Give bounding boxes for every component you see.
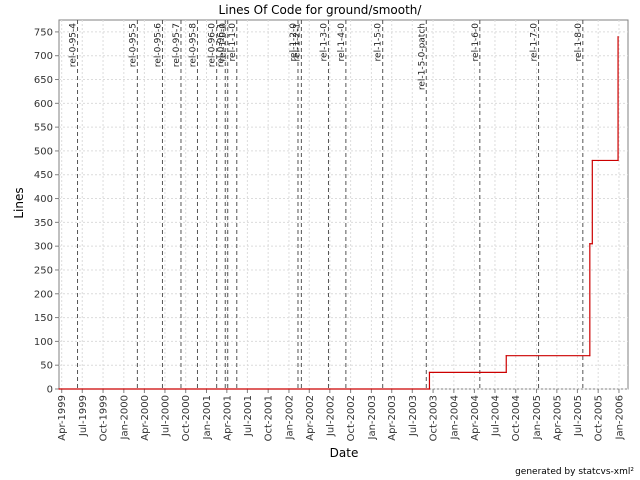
x-axis-label: Date xyxy=(330,446,359,460)
x-tick-label: Jul-2003 xyxy=(408,395,419,437)
x-tick-label: Jan-2000 xyxy=(119,395,130,440)
x-tick-label: Jul-2004 xyxy=(490,395,501,437)
x-tick-label: Jan-2002 xyxy=(284,395,295,440)
y-tick-label: 50 xyxy=(40,361,53,372)
release-marker-label: rel-0-95-5 xyxy=(128,23,138,67)
grid xyxy=(59,20,628,390)
x-tick-label: Jan-2003 xyxy=(367,395,378,440)
release-marker-label: rel-1-6-0 xyxy=(471,23,481,62)
y-tick-label: 250 xyxy=(34,265,53,276)
y-tick-label: 600 xyxy=(34,99,53,110)
y-tick-label: 400 xyxy=(34,194,53,205)
release-marker-label: rel-1-1-0 xyxy=(228,23,238,62)
loc-data-point xyxy=(505,371,507,373)
x-tick-label: Apr-2002 xyxy=(305,395,316,441)
x-tick-label: Oct-2002 xyxy=(346,395,357,441)
chart-title: Lines Of Code for ground/smooth/ xyxy=(219,3,423,17)
y-tick-label: 650 xyxy=(34,75,53,86)
series xyxy=(58,36,619,390)
y-tick-label: 450 xyxy=(34,170,53,181)
release-marker-label: rel-0-96-1 xyxy=(216,23,226,67)
release-marker-label: rel-1-4-0 xyxy=(337,23,347,62)
x-tick-label: Oct-2003 xyxy=(429,395,440,441)
release-marker-label: rel-1-2-0 xyxy=(289,23,299,62)
plot-area xyxy=(58,19,629,390)
release-marker-label: rel-1-3-0 xyxy=(319,23,329,62)
release-marker-label: rel-1-7-0 xyxy=(530,23,540,62)
loc-data-point xyxy=(58,388,60,390)
x-tick-label: Oct-2004 xyxy=(511,395,522,441)
x-tick-label: Jan-2005 xyxy=(532,395,543,440)
loc-data-point xyxy=(617,36,619,38)
x-tick-label: Jan-2006 xyxy=(614,395,625,440)
x-tick-label: Apr-2000 xyxy=(140,395,151,441)
generator-credit: generated by statcvs-xml² xyxy=(515,467,634,477)
loc-data-point xyxy=(591,159,593,162)
x-tick-label: Jul-2005 xyxy=(573,395,584,437)
x-tick-label: Jul-2001 xyxy=(243,395,254,437)
loc-data-point xyxy=(591,243,593,245)
x-axis: Apr-1999 Jul-1999 Oct-1999 Jan-2000 Apr-2000… xyxy=(57,389,625,441)
release-marker-label: rel-1-0-0 xyxy=(219,23,229,62)
loc-data-point xyxy=(589,355,591,357)
x-tick-label: Oct-1999 xyxy=(99,395,110,441)
release-marker-label: rel-0-95-7 xyxy=(172,23,182,67)
x-tick-label: Jul-1999 xyxy=(78,395,89,437)
loc-data-point xyxy=(505,355,507,357)
x-tick-label: Oct-2001 xyxy=(264,395,275,441)
release-marker-label: rel-0-95-4 xyxy=(69,23,79,67)
release-marker-label: rel-1-2-1 xyxy=(292,23,302,61)
release-marker-label: rel-0-95-6 xyxy=(153,23,163,67)
loc-data-point xyxy=(617,159,619,162)
release-marker-label: rel-1-8-0 xyxy=(574,23,584,62)
y-tick-label: 550 xyxy=(34,123,53,134)
x-tick-label: Oct-2000 xyxy=(181,395,192,441)
x-tick-label: Apr-1999 xyxy=(57,395,68,441)
release-marker-label: rel-1-5-0 xyxy=(374,23,384,62)
x-tick-label: Jan-2001 xyxy=(202,395,213,440)
x-tick-label: Apr-2005 xyxy=(552,395,563,441)
x-tick-label: Oct-2005 xyxy=(594,395,605,441)
y-tick-label: 750 xyxy=(34,27,53,38)
y-tick-label: 500 xyxy=(34,146,53,157)
y-axis: 0 50 100 150 200 250 300 350 400 450 500 550 600 650 7… xyxy=(34,27,59,396)
x-tick-label: Jul-2000 xyxy=(160,395,171,437)
release-markers: rel-0-95-4 rel-0-95-5 rel-0-95-6 rel-0-95-7… xyxy=(69,20,584,389)
x-tick-label: Jan-2004 xyxy=(449,395,460,440)
y-tick-label: 0 xyxy=(47,385,53,396)
y-tick-label: 200 xyxy=(34,289,53,300)
x-tick-label: Apr-2004 xyxy=(470,395,481,441)
release-marker-label: rel-0-95-8 xyxy=(188,23,198,67)
loc-data-point xyxy=(428,388,431,390)
release-marker-label: rel-1-5-0-patch xyxy=(417,23,427,90)
x-tick-label: Jul-2002 xyxy=(325,395,336,437)
x-tick-label: Apr-2003 xyxy=(387,395,398,441)
y-tick-label: 700 xyxy=(34,51,53,62)
y-tick-label: 150 xyxy=(34,313,53,324)
loc-data-point xyxy=(428,371,431,373)
loc-data-point xyxy=(589,243,591,245)
release-marker-label: rel-0-96-0 xyxy=(208,23,218,67)
y-tick-label: 300 xyxy=(34,242,53,253)
y-tick-label: 350 xyxy=(34,218,53,229)
x-tick-label: Apr-2001 xyxy=(222,395,233,441)
y-axis-label: Lines xyxy=(12,187,26,218)
y-tick-label: 100 xyxy=(34,337,53,348)
